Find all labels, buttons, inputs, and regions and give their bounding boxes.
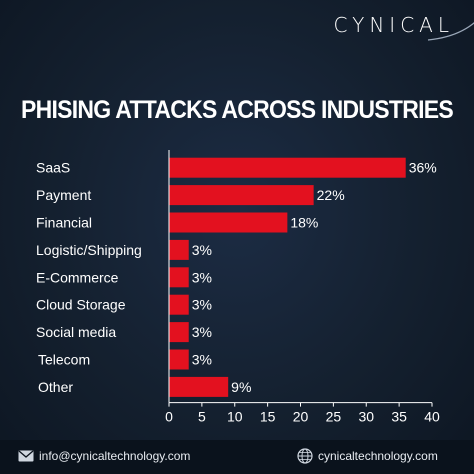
footer-email-text: info@cynicaltechnology.com — [39, 448, 191, 463]
footer-website[interactable]: cynicaltechnology.com — [297, 448, 438, 464]
x-tick-label: 10 — [227, 409, 243, 425]
value-label: 9% — [231, 379, 251, 395]
logo-swoosh-icon — [427, 21, 474, 41]
bar — [169, 157, 406, 178]
bar — [169, 185, 314, 206]
brand-logo: CYNICAL — [333, 12, 474, 41]
bar — [169, 322, 189, 343]
bar — [169, 294, 189, 315]
bar — [169, 212, 288, 233]
footer-website-text: cynicaltechnology.com — [318, 449, 438, 463]
value-label: 36% — [409, 160, 437, 176]
x-tick-label: 0 — [165, 409, 173, 425]
value-label: 3% — [192, 297, 212, 313]
value-label: 3% — [192, 242, 212, 258]
x-tick-label: 20 — [293, 409, 309, 425]
footer: info@cynicaltechnology.com cynicaltechno… — [0, 440, 474, 474]
category-label: Logistic/Shipping — [36, 242, 142, 258]
category-label: Financial — [36, 215, 92, 231]
footer-email[interactable]: info@cynicaltechnology.com — [18, 448, 190, 463]
globe-icon — [297, 448, 313, 464]
x-tick-label: 5 — [198, 409, 206, 425]
x-tick-label: 25 — [326, 409, 342, 425]
category-label: Telecom — [38, 352, 90, 368]
bar — [169, 349, 189, 370]
bar — [169, 376, 229, 397]
logo-text: CYNICAL — [333, 13, 454, 37]
x-tick-label: 30 — [358, 409, 374, 425]
x-tick-label: 35 — [391, 409, 407, 425]
category-label: Other — [38, 379, 73, 395]
value-label: 18% — [290, 215, 318, 231]
category-label: Payment — [36, 187, 91, 203]
x-tick-label: 40 — [424, 409, 440, 425]
category-label: Social media — [36, 324, 116, 340]
category-label: E-Commerce — [36, 269, 119, 285]
value-label: 3% — [192, 352, 212, 368]
chart-title: PHISING ATTACKS ACROSS INDUSTRIES — [21, 96, 454, 124]
value-label: 3% — [192, 324, 212, 340]
bar — [169, 267, 189, 288]
category-label: SaaS — [36, 160, 70, 176]
x-tick-label: 15 — [260, 409, 276, 425]
mail-icon — [18, 450, 34, 462]
bar — [169, 239, 189, 260]
value-label: 3% — [192, 269, 212, 285]
category-label: Cloud Storage — [36, 297, 126, 313]
bar-chart: SaaS 36% Payment 22% Financial 18% Logistic/Sh… — [36, 157, 440, 425]
value-label: 22% — [317, 187, 345, 203]
